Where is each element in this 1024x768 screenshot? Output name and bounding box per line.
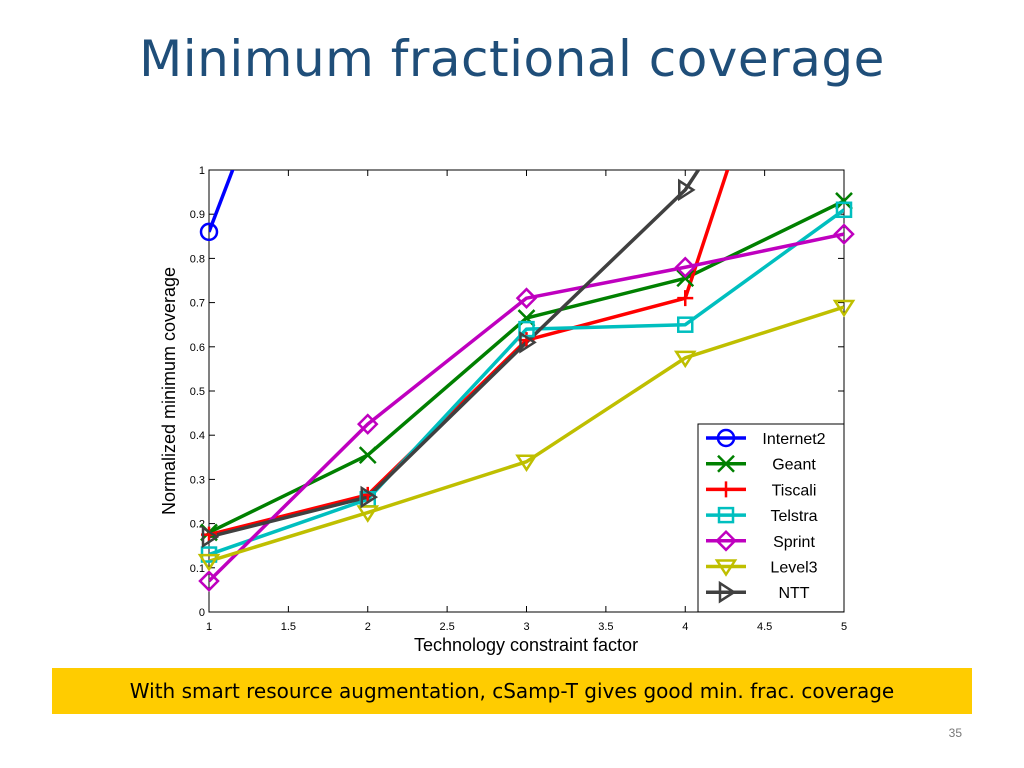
legend: Internet2 Geant Tiscali Telstra Sprint Level3… — [697, 423, 845, 613]
data-point-internet2 — [199, 222, 219, 242]
data-point-ntt — [360, 485, 379, 509]
y-tick-label: 0.5 — [190, 386, 205, 398]
x-axis-label: Technology constraint factor — [414, 635, 638, 655]
y-tick-label: 0.2 — [190, 519, 205, 531]
y-tick-label: 0.7 — [190, 298, 205, 310]
y-axis-label: Normalized minimum coverage — [159, 267, 179, 515]
data-point-level3 — [197, 553, 221, 572]
data-point-geant — [358, 446, 377, 464]
series-line-telstra — [209, 208, 844, 557]
data-point-sprint — [198, 570, 220, 592]
page-number: 35 — [948, 726, 962, 740]
data-point-level3 — [673, 350, 697, 369]
data-point-ntt — [201, 525, 220, 549]
y-tick-label: 0.6 — [190, 342, 205, 354]
legend-marker-ntt — [718, 580, 737, 604]
legend-label-geant: Geant — [772, 457, 816, 474]
legend-marker-level3 — [714, 559, 738, 577]
legend-label-telstra: Telstra — [770, 508, 817, 525]
caption-banner: With smart resource augmentation, cSamp-… — [52, 668, 972, 714]
legend-marker-telstra — [717, 506, 735, 524]
series-line-sprint — [209, 232, 844, 583]
y-tick-label: 0 — [199, 607, 205, 619]
legend-marker-sprint — [715, 530, 737, 552]
data-point-sprint — [356, 413, 379, 435]
x-tick-label: 4.5 — [757, 621, 772, 633]
y-tick-label: 0.1 — [190, 563, 205, 575]
x-tick-label: 1.5 — [281, 621, 296, 633]
data-point-geant — [835, 192, 853, 210]
legend-label-tiscali: Tiscali — [772, 482, 817, 499]
data-point-sprint — [515, 287, 538, 309]
legend-marker-geant — [717, 454, 735, 473]
data-point-level3 — [832, 299, 856, 318]
y-tick-label: 0.8 — [190, 253, 205, 265]
data-point-geant — [517, 309, 536, 327]
data-point-level3 — [356, 505, 380, 523]
legend-label-ntt: NTT — [778, 585, 809, 602]
line-chart: 1 1.5 2 2.5 3 3.5 4 4.5 5 0 0.1 0.2 0.3 0.4 0.5 0.6 0.7 0… — [159, 165, 856, 655]
data-point-ntt — [678, 178, 696, 202]
legend-marker-tiscali — [718, 481, 734, 498]
x-tick-label: 3 — [523, 621, 529, 633]
data-point-geant — [676, 269, 695, 288]
legend-label-internet2: Internet2 — [762, 431, 825, 448]
y-tick-label: 0.9 — [190, 209, 205, 221]
x-tick-label: 2.5 — [439, 621, 454, 633]
legend-label-sprint: Sprint — [773, 534, 815, 551]
slide-title: Minimum fractional coverage — [139, 30, 885, 88]
series-line-level3 — [209, 305, 844, 563]
x-tick-label: 1 — [206, 621, 212, 633]
data-point-tiscali — [677, 290, 694, 307]
data-point-level3 — [515, 454, 538, 473]
y-tick-label: 1 — [199, 165, 205, 177]
legend-marker-internet2 — [716, 428, 736, 448]
data-point-telstra — [677, 316, 694, 333]
legend-box — [697, 423, 845, 613]
y-tick-label: 0.3 — [190, 474, 205, 486]
x-tick-label: 4 — [682, 621, 688, 633]
y-tick-label: 0.4 — [190, 430, 205, 442]
x-tick-label: 5 — [841, 621, 847, 633]
data-point-telstra — [835, 201, 853, 219]
x-tick-label: 2 — [365, 621, 371, 633]
x-tick-label: 3.5 — [598, 621, 613, 633]
data-point-ntt — [519, 331, 537, 354]
legend-label-level3: Level3 — [770, 560, 817, 577]
data-point-sprint — [833, 223, 855, 245]
data-point-sprint — [674, 256, 697, 279]
